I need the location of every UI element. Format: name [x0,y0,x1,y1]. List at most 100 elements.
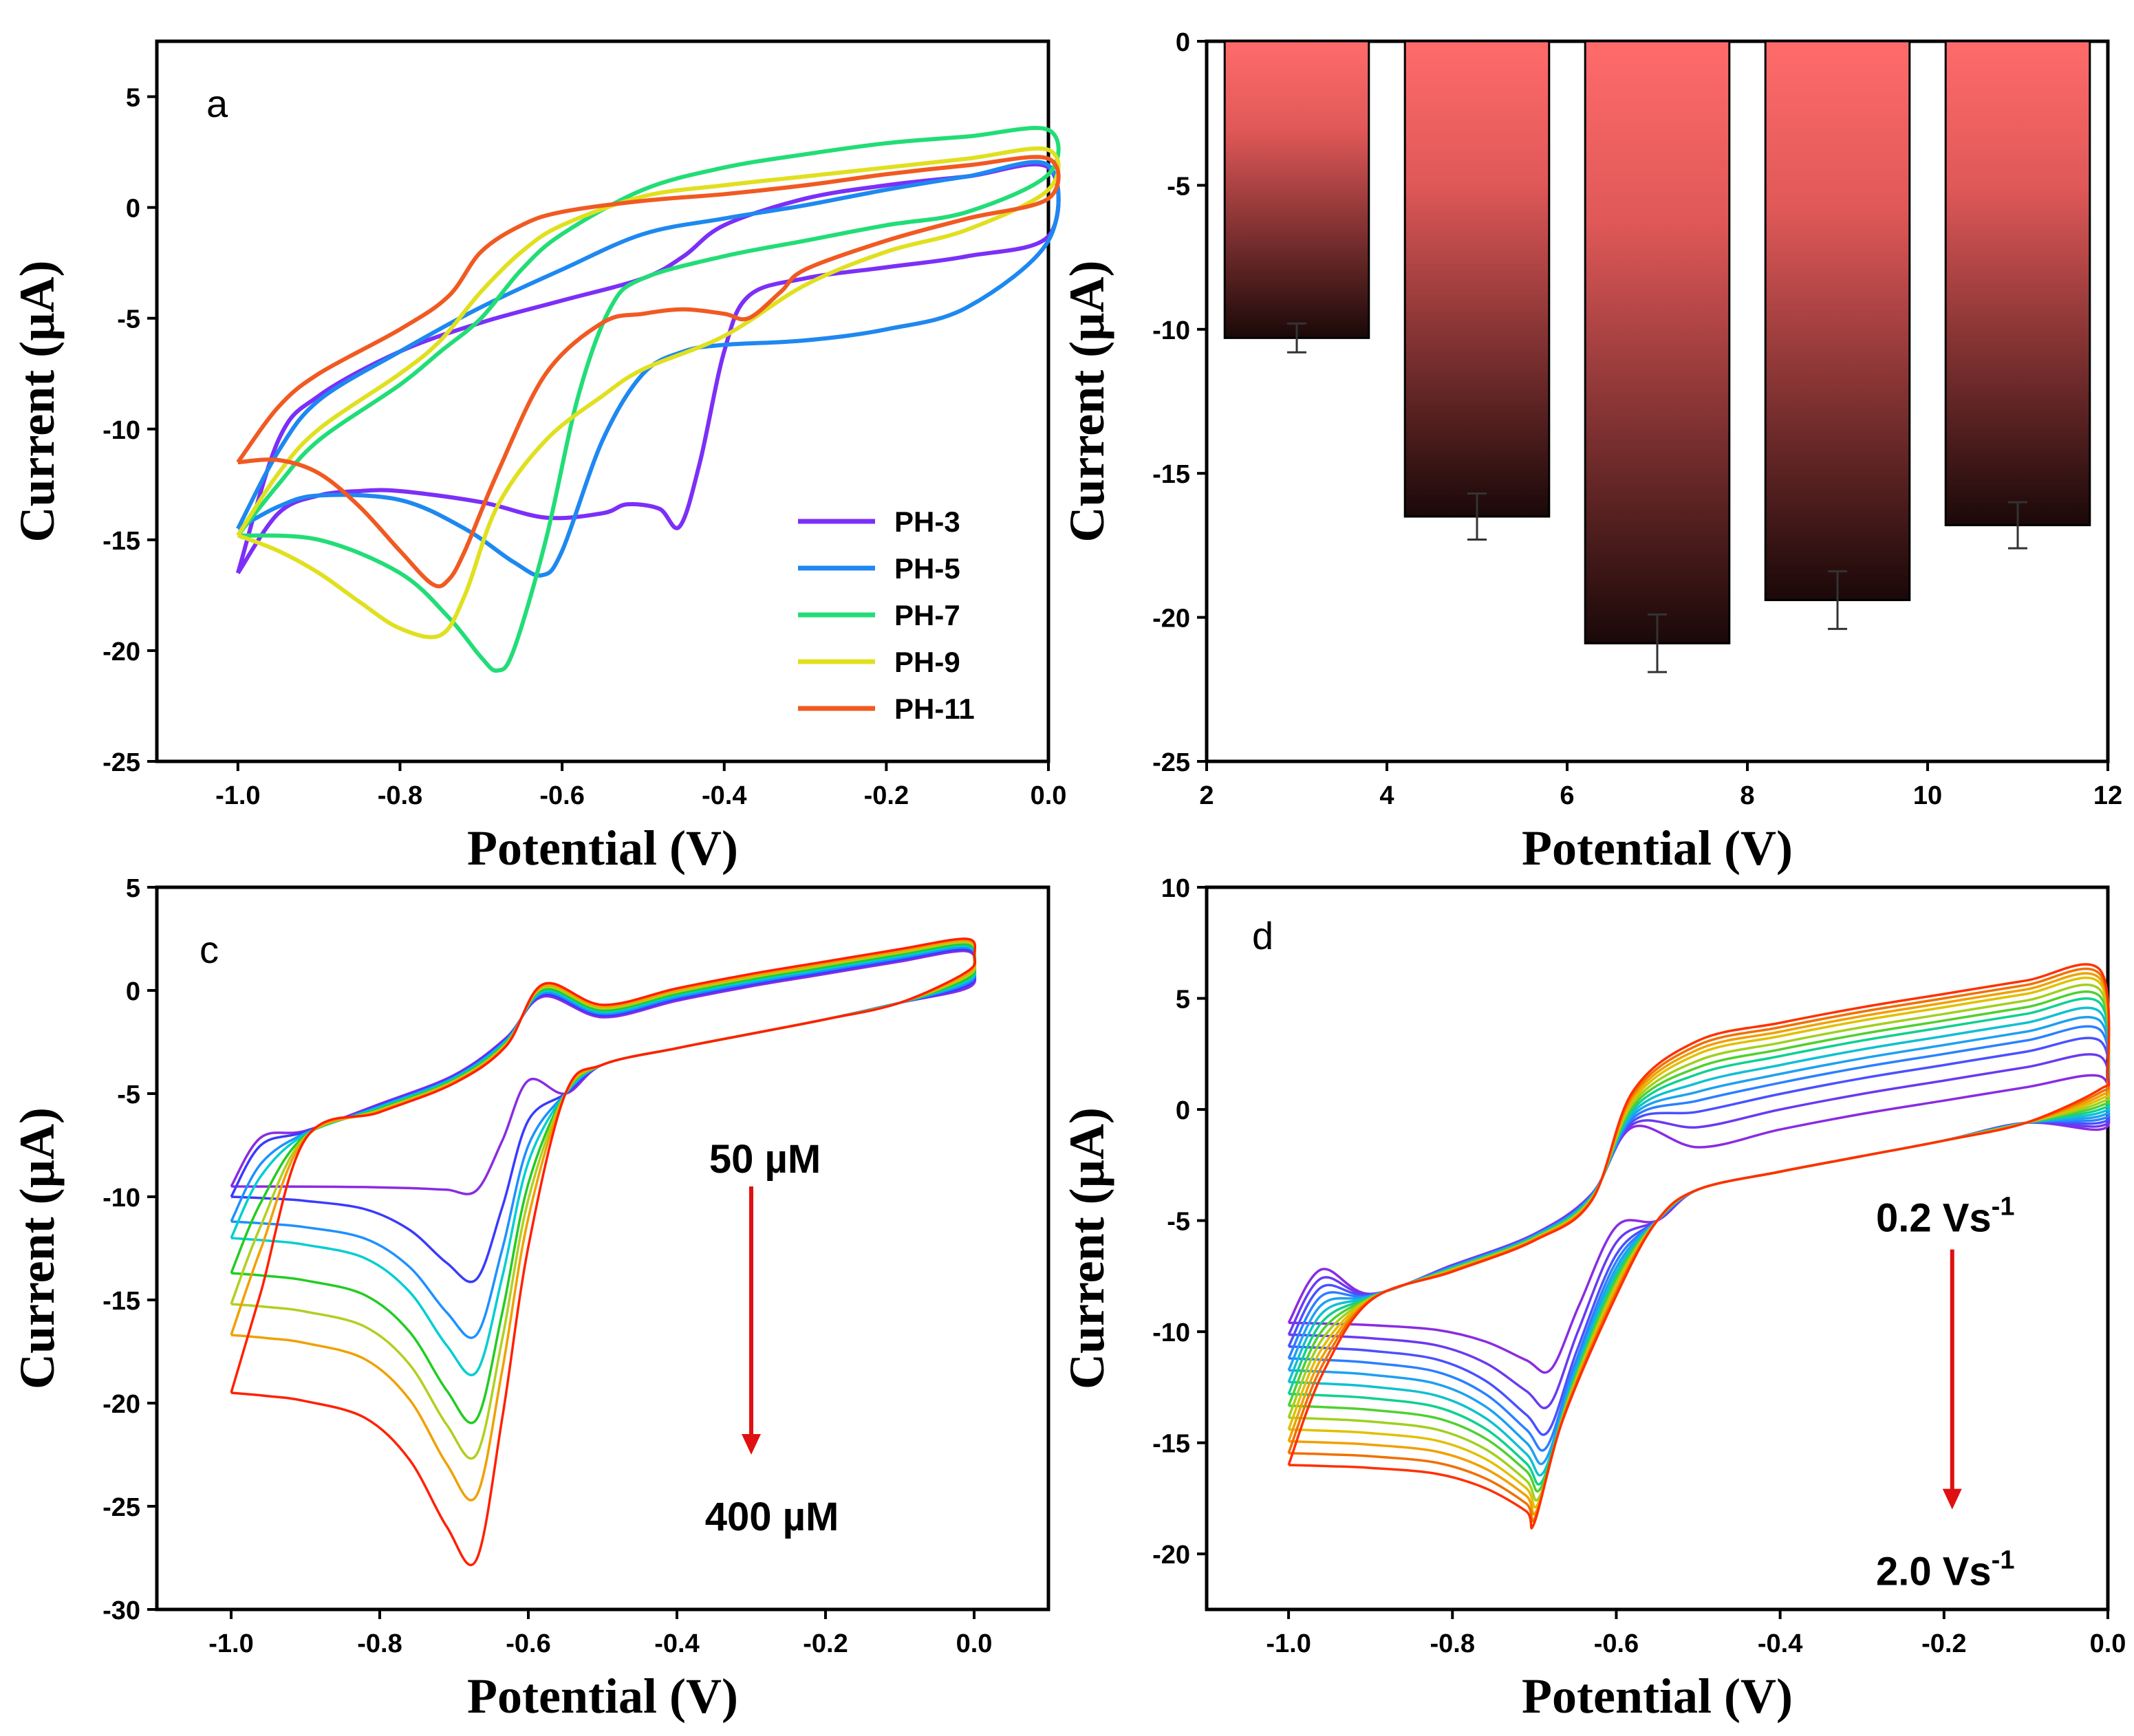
y-tick-label: 5 [126,84,140,113]
cv-curve [230,937,977,1567]
annotation-end-value: 2.0 Vs [1876,1550,1992,1594]
x-tick-label: 2 [1199,781,1214,810]
y-tick-label: -15 [103,1287,140,1316]
bar [1944,40,2091,527]
x-tick-label: -0.2 [864,781,909,810]
cv-curve [1287,983,2111,1502]
y-tick-label: -5 [117,305,140,334]
cv-curve [1287,990,2111,1493]
annotation-end: 2.0 Vs-1 [1876,1546,2014,1594]
x-tick-label: -0.8 [378,781,422,810]
y-tick-label: 0 [1176,28,1190,57]
legend-entry: PH-9 [894,646,960,678]
y-tick-label: -30 [103,1596,140,1625]
y-tick-label: -25 [1152,748,1190,777]
x-tick-label: 10 [1913,781,1942,810]
x-tick-label: -0.4 [702,781,746,810]
y-tick-label: -5 [117,1081,140,1109]
x-tick-label: 4 [1379,781,1394,810]
x-tick-label: -1.0 [1266,1629,1311,1658]
bar [1223,40,1370,339]
series-ph-3-curve [235,162,1061,574]
cv-curve [230,939,977,1501]
y-tick-label: 0 [1176,1096,1190,1125]
plot-frame [1205,885,2110,1612]
series-ph-7-curve [236,126,1061,673]
x-tick-label: -0.2 [1921,1629,1966,1658]
panel-label: c [200,928,219,971]
x-tick-label: 0.0 [1031,781,1067,810]
trend-arrow-head [742,1434,761,1455]
x-tick-label: 12 [2093,781,2122,810]
y-tick-label: -25 [103,1493,140,1522]
cv-curve [230,949,977,1195]
annotation-start: 0.2 Vs-1 [1876,1193,2014,1241]
x-tick-label: 8 [1740,781,1754,810]
cv-curve [1287,997,2111,1486]
y-tick-label: 5 [1176,986,1190,1015]
y-tick-label: -20 [1152,1541,1190,1570]
legend-entry: PH-5 [894,552,960,585]
bar [1403,40,1551,518]
x-tick-label: -0.8 [357,1629,402,1658]
annotation-end-exponent: -1 [1992,1546,2015,1575]
y-tick-label: -20 [103,638,140,666]
cv-curve [1287,967,2111,1523]
y-axis-label: Current (µA) [10,1107,65,1389]
y-tick-label: -15 [103,527,140,556]
y-tick-label: -10 [103,416,140,445]
y-tick-label: -25 [103,748,140,777]
x-tick-label: -1.0 [215,781,260,810]
plot-frame [155,885,1050,1612]
x-tick-label: -0.2 [803,1629,848,1658]
panel-c-chart: -1.0 -0.8 -0.6 -0.4 -0.2 0.0 5 0 -5 -10 -15 -20 -25 -… [10,874,1050,1724]
x-tick-label: -0.4 [654,1629,699,1658]
x-axis-label: Potential (V) [467,821,738,876]
x-tick-label: -0.6 [1594,1629,1639,1658]
y-tick-label: 0 [126,195,140,224]
x-axis-label: Potential (V) [467,1669,738,1724]
x-axis-label: Potential (V) [1522,1669,1793,1724]
x-tick-label: -0.4 [1758,1629,1802,1658]
x-tick-label: 0.0 [956,1629,993,1658]
legend-entry: PH-3 [894,506,960,538]
trend-arrow-head [1942,1488,1962,1510]
x-tick-label: 0.0 [2090,1629,2126,1658]
x-tick-label: -0.6 [506,1629,550,1658]
panel-b-chart: 2 4 6 8 10 12 0 -5 -10 -15 -20 -25 Potential (V) Curr… [1059,28,2122,876]
y-tick-label: -15 [1152,1430,1190,1459]
bar [1764,40,1911,601]
y-tick-label: 10 [1161,874,1190,903]
x-tick-label: -1.0 [208,1629,253,1658]
cv-curve [1287,1006,2111,1477]
x-axis-label: Potential (V) [1522,821,1793,876]
panel-d-chart: -1.0 -0.8 -0.6 -0.4 -0.2 0.0 10 5 0 -5 -10 -15 -20 Po… [1059,874,2126,1724]
y-tick-label: -5 [1167,172,1190,201]
bar [1584,40,1731,644]
y-tick-label: -10 [1152,316,1190,345]
y-tick-label: -20 [103,1390,140,1419]
y-axis-label: Current (µA) [1059,260,1114,542]
series-ph-11-curve [236,155,1061,589]
legend-entry: PH-7 [894,599,960,631]
annotation-start-value: 0.2 Vs [1876,1196,1992,1241]
legend-entry: PH-11 [894,693,975,725]
y-tick-label: -10 [103,1184,140,1213]
y-tick-label: -20 [1152,605,1190,633]
series-ph-9-curve [236,146,1061,640]
y-tick-label: -5 [1167,1208,1190,1237]
cv-curve [1287,963,2111,1530]
annotation-start-exponent: -1 [1992,1193,2015,1222]
y-tick-label: 0 [126,977,140,1006]
x-tick-label: 6 [1560,781,1574,810]
panel-label: d [1252,914,1273,957]
annotation-end: 400 µM [705,1495,839,1539]
y-axis-label: Current (µA) [10,260,65,542]
x-tick-label: -0.8 [1430,1629,1475,1658]
y-tick-label: -10 [1152,1319,1190,1347]
x-tick-label: -0.6 [539,781,584,810]
y-axis-label: Current (µA) [1059,1107,1114,1389]
y-tick-label: -15 [1152,460,1190,489]
plot-frame [155,39,1050,763]
